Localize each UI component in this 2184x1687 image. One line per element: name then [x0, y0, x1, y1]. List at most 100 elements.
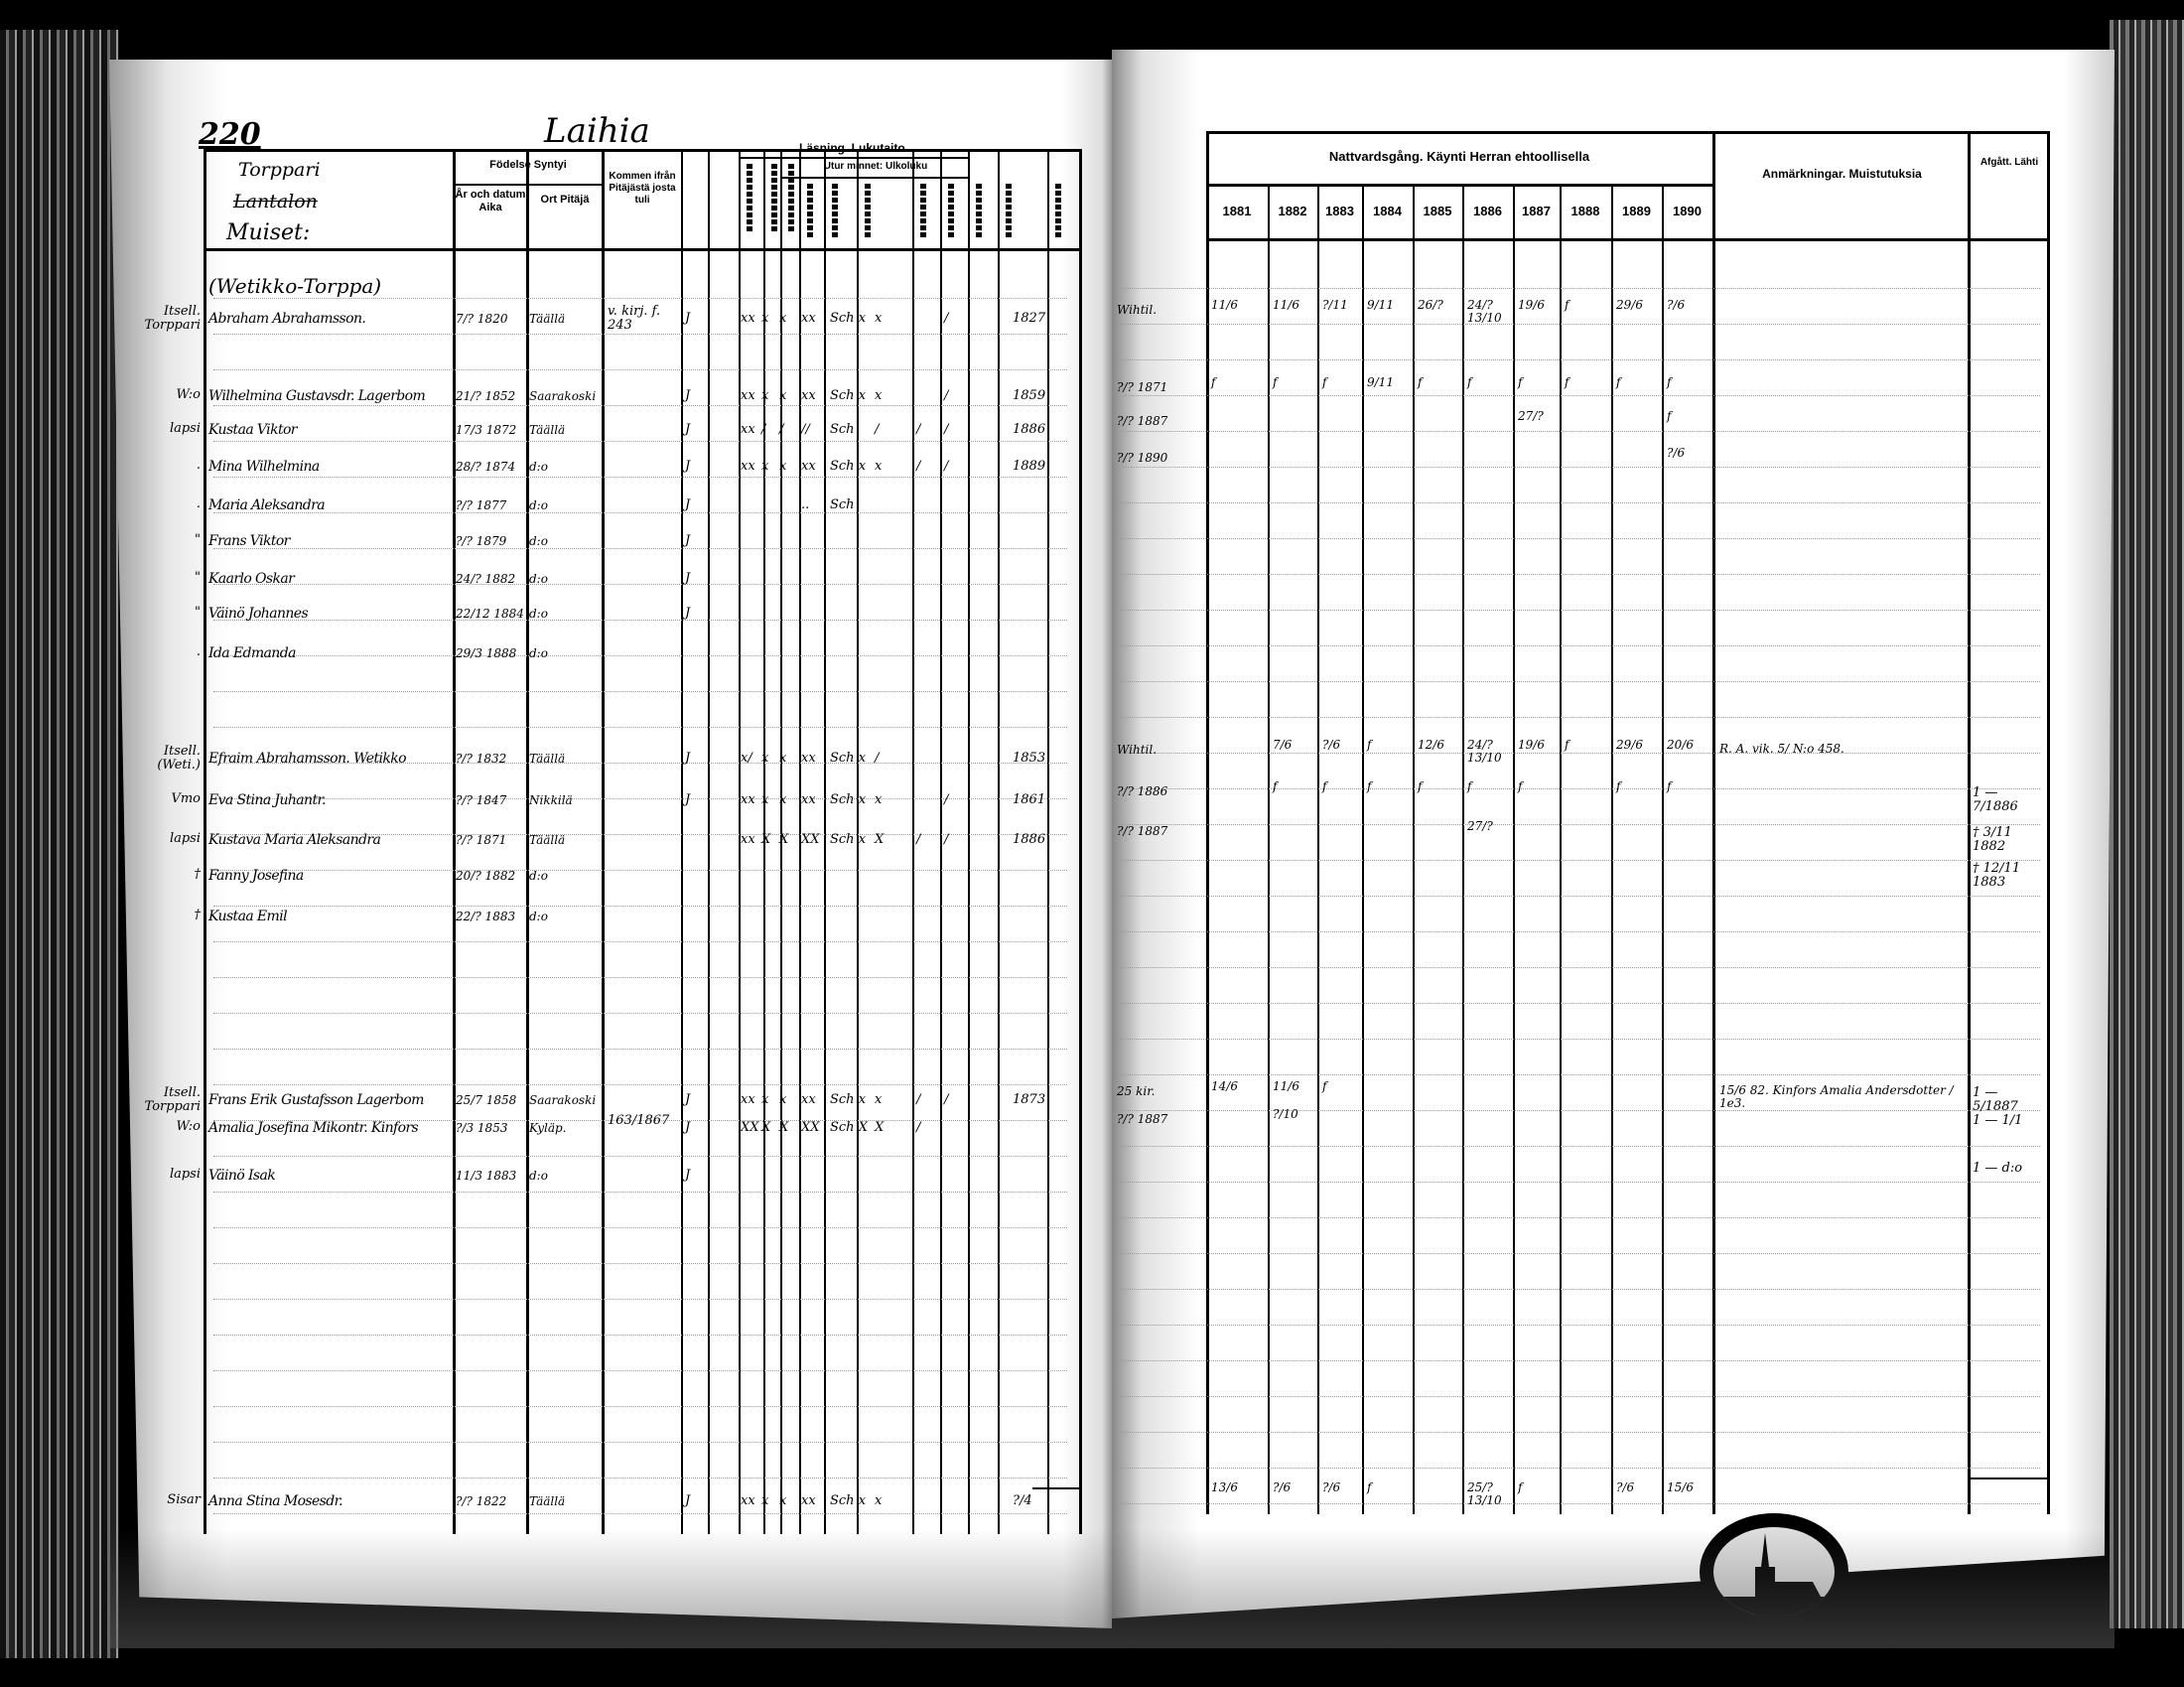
- ruling-line: [1117, 610, 2040, 611]
- vertical-column-header: [747, 164, 752, 233]
- entry-birth-date: 21/? 1852: [456, 389, 516, 403]
- communion-mark: 20/6: [1667, 738, 1694, 752]
- entry-birth-place: Täällä: [529, 833, 566, 847]
- ruling-line: [1117, 1503, 2040, 1504]
- entry-name: Ida Edmanda: [208, 645, 296, 661]
- ruling-line: [213, 477, 1067, 478]
- entry-mark: /: [916, 1092, 921, 1107]
- entry-mark: xx: [741, 459, 755, 474]
- communion-mark: f: [1367, 1480, 1372, 1494]
- vertical-column-header: [788, 164, 794, 233]
- entry-birth-date: 20/? 1882: [456, 869, 516, 883]
- entry-mark: 1859: [1013, 388, 1046, 403]
- entry-name: Kaarlo Oskar: [208, 571, 295, 587]
- ruling-line: [213, 727, 1067, 728]
- birth-place-header: Ort Pitäjä: [540, 194, 590, 206]
- column-divider: [1712, 131, 1715, 1514]
- ruling-line: [1117, 395, 2040, 396]
- communion-mark: 15/6: [1667, 1480, 1694, 1494]
- entry-mark: X: [761, 832, 771, 847]
- entry-mark: J: [685, 606, 691, 621]
- entry-note: Wihtil.: [1117, 743, 1158, 757]
- ruling-line: [213, 1013, 1067, 1014]
- entry-birth-date: ?/? 1832: [456, 752, 507, 766]
- year-header: 1886: [1473, 204, 1502, 218]
- entry-came-from: 163/1867: [608, 1113, 670, 1128]
- entry-mark: XX: [801, 832, 820, 847]
- entry-mark: /: [944, 1092, 949, 1107]
- ruling-line: [1117, 681, 2040, 682]
- entry-name: Mina Wilhelmina: [208, 459, 320, 475]
- entry-role: †: [194, 908, 202, 922]
- entry-mark: x: [779, 459, 787, 474]
- entry-mark: Sch x: [830, 459, 867, 474]
- entry-mark: Sch x: [830, 792, 867, 807]
- column-divider: [602, 149, 605, 1534]
- ruling-line: [1117, 1003, 2040, 1004]
- ruling-line: [213, 405, 1067, 406]
- communion-mark: f: [1467, 375, 1472, 389]
- communion-mark: 14/6: [1211, 1079, 1238, 1093]
- entry-mark: x: [761, 1493, 769, 1508]
- vertical-column-header: [771, 164, 777, 233]
- entry-mark: xx: [741, 1092, 755, 1107]
- entry-note: ?/? 1871: [1117, 380, 1168, 394]
- communion-mark: 7/6: [1273, 738, 1293, 752]
- communion-mark: f: [1565, 375, 1570, 389]
- entry-mark: J: [685, 497, 691, 512]
- entry-birth-date: 22/12 1884: [456, 607, 524, 621]
- entry-mark: /: [875, 751, 880, 766]
- entry-mark: x: [779, 1493, 787, 1508]
- entry-mark: X: [779, 832, 789, 847]
- entry-mark: ..: [801, 497, 810, 512]
- communion-mark: f: [1418, 779, 1423, 793]
- entry-mark: xx: [741, 311, 755, 326]
- entry-mark: X: [875, 1120, 885, 1135]
- footer-rule: [1968, 1477, 2047, 1479]
- entry-note: ?/? 1890: [1117, 451, 1168, 465]
- entry-mark: x: [761, 311, 769, 326]
- entry-mark: 1861: [1013, 792, 1046, 807]
- communion-mark: 12/6: [1418, 738, 1444, 752]
- column-divider: [1206, 131, 1209, 1514]
- column-divider: [1611, 184, 1613, 1514]
- memory-header: Utur minnet: Ulkoluku: [823, 161, 928, 172]
- vertical-column-header: [1055, 184, 1061, 238]
- entry-departed: 1 — 7/1886: [1973, 785, 2018, 814]
- entry-mark: /: [875, 422, 880, 437]
- entry-role: ": [195, 532, 201, 547]
- remarks-header: Anmärkningar. Muistutuksia: [1762, 167, 1922, 181]
- communion-mark: f: [1322, 779, 1327, 793]
- vertical-column-header: [948, 184, 954, 238]
- entry-mark: xx: [801, 751, 816, 766]
- communion-mark: ?/11: [1322, 298, 1348, 312]
- header-bottom-rule: [1206, 238, 2050, 241]
- vertical-column-header: [832, 184, 838, 238]
- entry-birth-place: Kyläp.: [529, 1121, 567, 1135]
- entry-mark: x: [779, 792, 787, 807]
- entry-birth-date: 29/3 1888: [456, 646, 517, 660]
- entry-name: Fanny Josefina: [208, 868, 304, 884]
- entry-birth-place: d:o: [529, 646, 548, 660]
- entry-role: Itsell. (Weti.): [157, 744, 201, 773]
- ruling-line: [213, 1406, 1067, 1407]
- entry-birth-date: 25/7 1858: [456, 1093, 517, 1107]
- ruling-line: [213, 977, 1067, 978]
- entry-mark: xx: [801, 388, 816, 403]
- entry-mark: xx: [741, 422, 755, 437]
- ruling-line: [1117, 753, 2040, 754]
- ruling-line: [1117, 896, 2040, 897]
- entry-came-from: v. kirj. f. 243: [608, 304, 661, 333]
- entry-birth-place: d:o: [529, 460, 548, 474]
- communion-mark: f: [1273, 779, 1278, 793]
- entry-birth-date: 28/? 1874: [456, 460, 516, 474]
- ruling-line: [1117, 931, 2040, 932]
- entry-mark: xx: [801, 792, 816, 807]
- ruling-line: [1117, 1360, 2040, 1361]
- entry-name: Maria Aleksandra: [208, 497, 326, 513]
- entry-mark: x: [875, 459, 883, 474]
- entry-role: lapsi: [169, 421, 201, 436]
- entry-mark: XX: [741, 1120, 759, 1135]
- entry-mark: //: [801, 422, 810, 437]
- communion-mark: f: [1322, 375, 1327, 389]
